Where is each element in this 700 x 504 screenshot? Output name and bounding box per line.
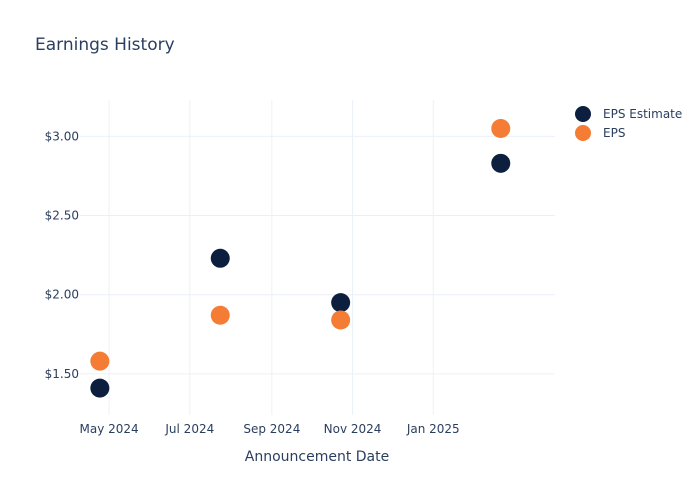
legend-marker — [575, 106, 591, 122]
y-tick-label: $3.00 — [45, 129, 79, 143]
eps-estimate-point[interactable] — [210, 248, 230, 268]
eps-estimate-point[interactable] — [491, 153, 511, 173]
x-tick-label: Sep 2024 — [243, 422, 300, 436]
x-tick-label: May 2024 — [80, 422, 139, 436]
legend[interactable]: EPS Estimate EPS — [575, 106, 682, 141]
legend-item-eps-estimate[interactable]: EPS Estimate — [575, 106, 682, 122]
y-tick-label: $2.00 — [45, 288, 79, 302]
legend-marker — [575, 125, 591, 141]
grid — [80, 100, 555, 415]
y-tick-label: $2.50 — [45, 209, 79, 223]
eps-point[interactable] — [210, 305, 230, 325]
eps-point[interactable] — [331, 310, 351, 330]
eps-point[interactable] — [491, 118, 511, 138]
legend-label: EPS — [603, 126, 625, 140]
x-tick-label: Jul 2024 — [164, 422, 214, 436]
eps-point[interactable] — [90, 351, 110, 371]
chart-title: Earnings History — [35, 35, 175, 55]
eps-estimate-point[interactable] — [90, 378, 110, 398]
legend-label: EPS Estimate — [603, 107, 682, 121]
data-points — [90, 118, 511, 398]
x-axis-title: Announcement Date — [245, 449, 389, 465]
x-tick-label: Nov 2024 — [324, 422, 382, 436]
y-tick-label: $1.50 — [45, 367, 79, 381]
x-tick-label: Jan 2025 — [406, 422, 460, 436]
eps-estimate-point[interactable] — [331, 293, 351, 313]
axes: May 2024 Jul 2024 Sep 2024 Nov 2024 Jan 2025… — [45, 129, 460, 436]
legend-item-eps[interactable]: EPS — [575, 125, 625, 141]
